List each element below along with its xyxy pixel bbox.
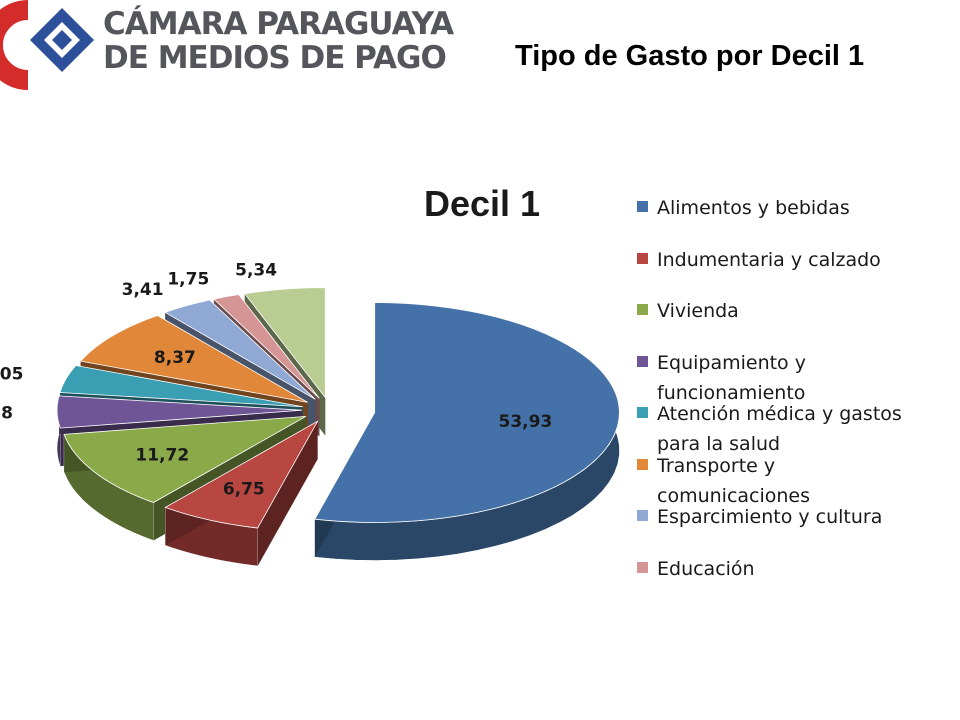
legend-label: Transporte y comunicaciones (657, 454, 811, 507)
logo-text-line1: CÁMARA PARAGUAYA (103, 6, 454, 42)
legend-label: Equipamiento y funcionamiento (657, 351, 806, 404)
legend-swatch (637, 304, 648, 315)
logo-text-line2: DE MEDIOS DE PAGO (103, 40, 447, 76)
legend-swatch (637, 561, 648, 573)
legend-label: Indumentaria y calzado (657, 248, 881, 271)
data-label: 4,68 (0, 403, 13, 423)
data-label: 6,75 (223, 479, 265, 499)
data-label: 11,72 (135, 445, 189, 465)
legend-swatch (637, 252, 648, 264)
legend-label: Esparcimiento y cultura (657, 506, 883, 528)
data-label: 53,93 (499, 412, 553, 432)
legend-label: Atención médica y gastos para la salud (657, 403, 902, 455)
data-label: 8,37 (154, 348, 196, 368)
slide-title: Tipo de Gasto por Decil 1 (515, 40, 865, 72)
legend-label: Educación (657, 557, 755, 580)
data-label: 4,05 (0, 365, 23, 385)
logo-mark-icon (0, 0, 94, 90)
data-label: 1,75 (167, 269, 209, 289)
legend-swatch (637, 355, 648, 367)
pie-slice (164, 420, 319, 567)
chart-title: Decil 1 (424, 183, 541, 224)
pie-slice (314, 302, 620, 561)
legend-swatch (637, 458, 648, 470)
logo: CÁMARA PARAGUAYA DE MEDIOS DE PAGO (0, 0, 454, 95)
data-label: 5,34 (235, 261, 277, 281)
legend-swatch (637, 201, 648, 212)
data-label: 3,41 (122, 280, 164, 300)
legend-label: Alimentos y bebidas (657, 197, 850, 219)
legend-swatch (637, 407, 648, 418)
legend-swatch (637, 510, 648, 521)
legend-label: Vivienda (657, 300, 739, 322)
